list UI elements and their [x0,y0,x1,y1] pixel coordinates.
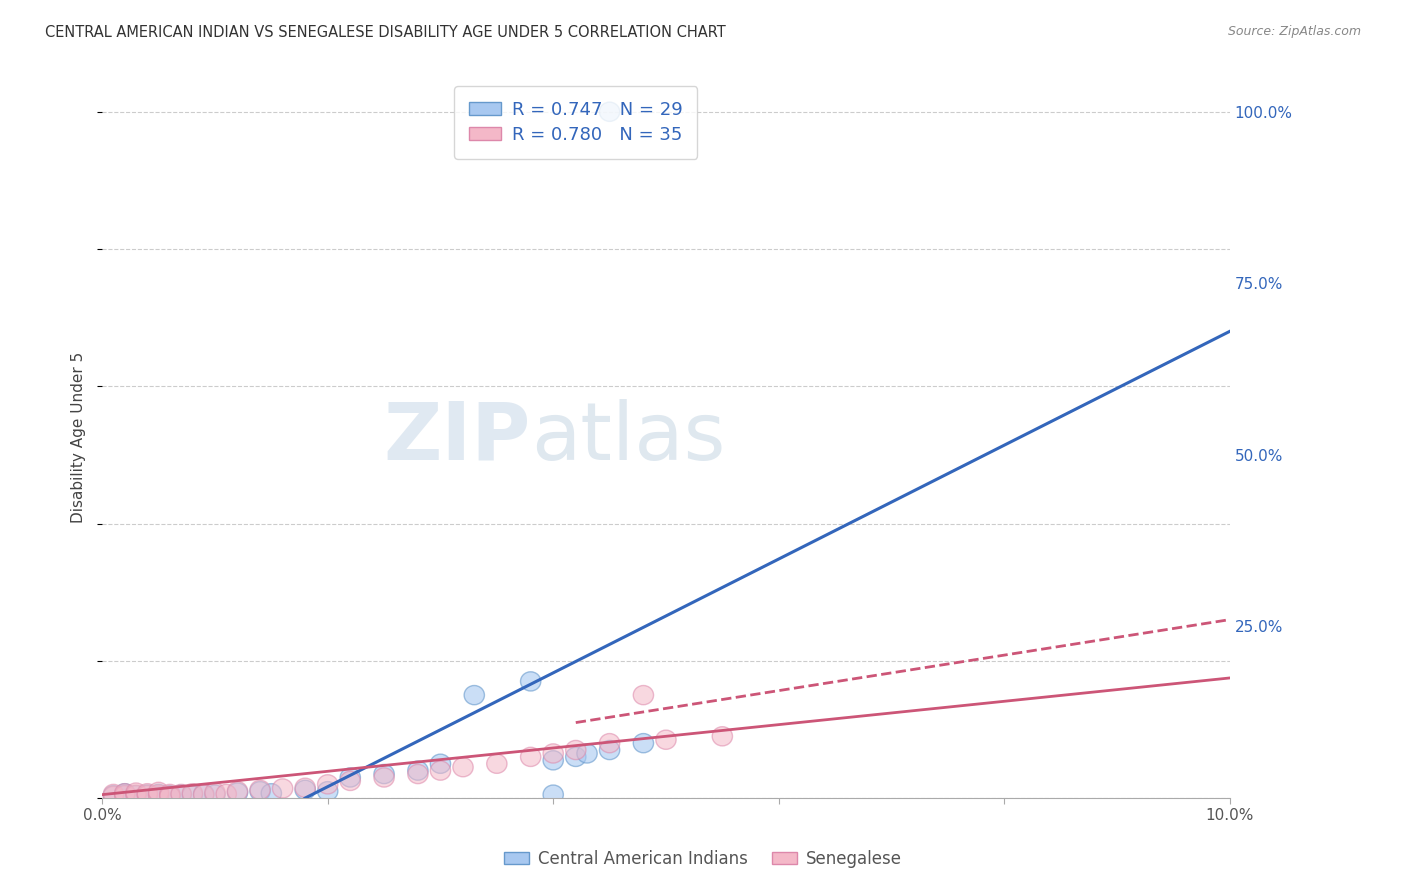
Ellipse shape [430,754,450,773]
Ellipse shape [374,768,394,787]
Ellipse shape [655,731,676,749]
Ellipse shape [127,783,146,802]
Ellipse shape [318,775,337,794]
Ellipse shape [576,744,598,763]
Ellipse shape [599,103,620,121]
Ellipse shape [217,784,236,804]
Ellipse shape [408,764,427,784]
Text: ZIP: ZIP [384,399,530,476]
Ellipse shape [183,786,202,805]
Ellipse shape [194,785,214,805]
Ellipse shape [565,747,586,766]
Ellipse shape [205,783,225,802]
Ellipse shape [543,744,564,763]
Ellipse shape [633,733,654,753]
Ellipse shape [228,783,247,802]
Ellipse shape [633,686,654,705]
Ellipse shape [160,787,180,805]
Ellipse shape [115,786,135,805]
Ellipse shape [543,751,564,770]
Legend: Central American Indians, Senegalese: Central American Indians, Senegalese [498,844,908,875]
Ellipse shape [250,780,270,799]
Ellipse shape [160,784,180,804]
Ellipse shape [295,778,315,797]
Ellipse shape [115,785,135,805]
Legend: R = 0.747   N = 29, R = 0.780   N = 35: R = 0.747 N = 29, R = 0.780 N = 35 [454,87,697,159]
Ellipse shape [430,761,450,780]
Ellipse shape [103,786,124,805]
Ellipse shape [250,781,270,801]
Text: CENTRAL AMERICAN INDIAN VS SENEGALESE DISABILITY AGE UNDER 5 CORRELATION CHART: CENTRAL AMERICAN INDIAN VS SENEGALESE DI… [45,25,725,40]
Ellipse shape [464,686,485,705]
Ellipse shape [149,782,169,802]
Ellipse shape [273,779,292,798]
Ellipse shape [149,785,169,805]
Ellipse shape [486,754,508,773]
Ellipse shape [599,740,620,760]
Ellipse shape [228,781,247,801]
Ellipse shape [340,768,360,787]
Ellipse shape [205,785,225,805]
Ellipse shape [599,733,620,753]
Ellipse shape [295,780,315,799]
Ellipse shape [172,785,191,805]
Ellipse shape [520,672,541,691]
Ellipse shape [115,784,135,803]
Ellipse shape [262,784,281,803]
Y-axis label: Disability Age Under 5: Disability Age Under 5 [72,352,86,524]
Ellipse shape [149,787,169,805]
Ellipse shape [138,784,157,803]
Ellipse shape [318,781,337,801]
Ellipse shape [453,757,474,777]
Text: atlas: atlas [530,399,725,476]
Ellipse shape [115,784,135,803]
Ellipse shape [543,785,564,805]
Ellipse shape [374,764,394,784]
Ellipse shape [149,784,169,804]
Ellipse shape [127,786,146,805]
Ellipse shape [565,740,586,760]
Ellipse shape [138,786,157,805]
Ellipse shape [127,785,146,805]
Ellipse shape [103,787,124,805]
Ellipse shape [160,786,180,805]
Ellipse shape [183,784,202,803]
Ellipse shape [172,784,191,804]
Ellipse shape [408,761,427,780]
Text: Source: ZipAtlas.com: Source: ZipAtlas.com [1227,25,1361,38]
Ellipse shape [138,785,157,805]
Ellipse shape [520,747,541,766]
Ellipse shape [194,784,214,804]
Ellipse shape [713,727,733,746]
Ellipse shape [103,784,124,804]
Ellipse shape [340,772,360,790]
